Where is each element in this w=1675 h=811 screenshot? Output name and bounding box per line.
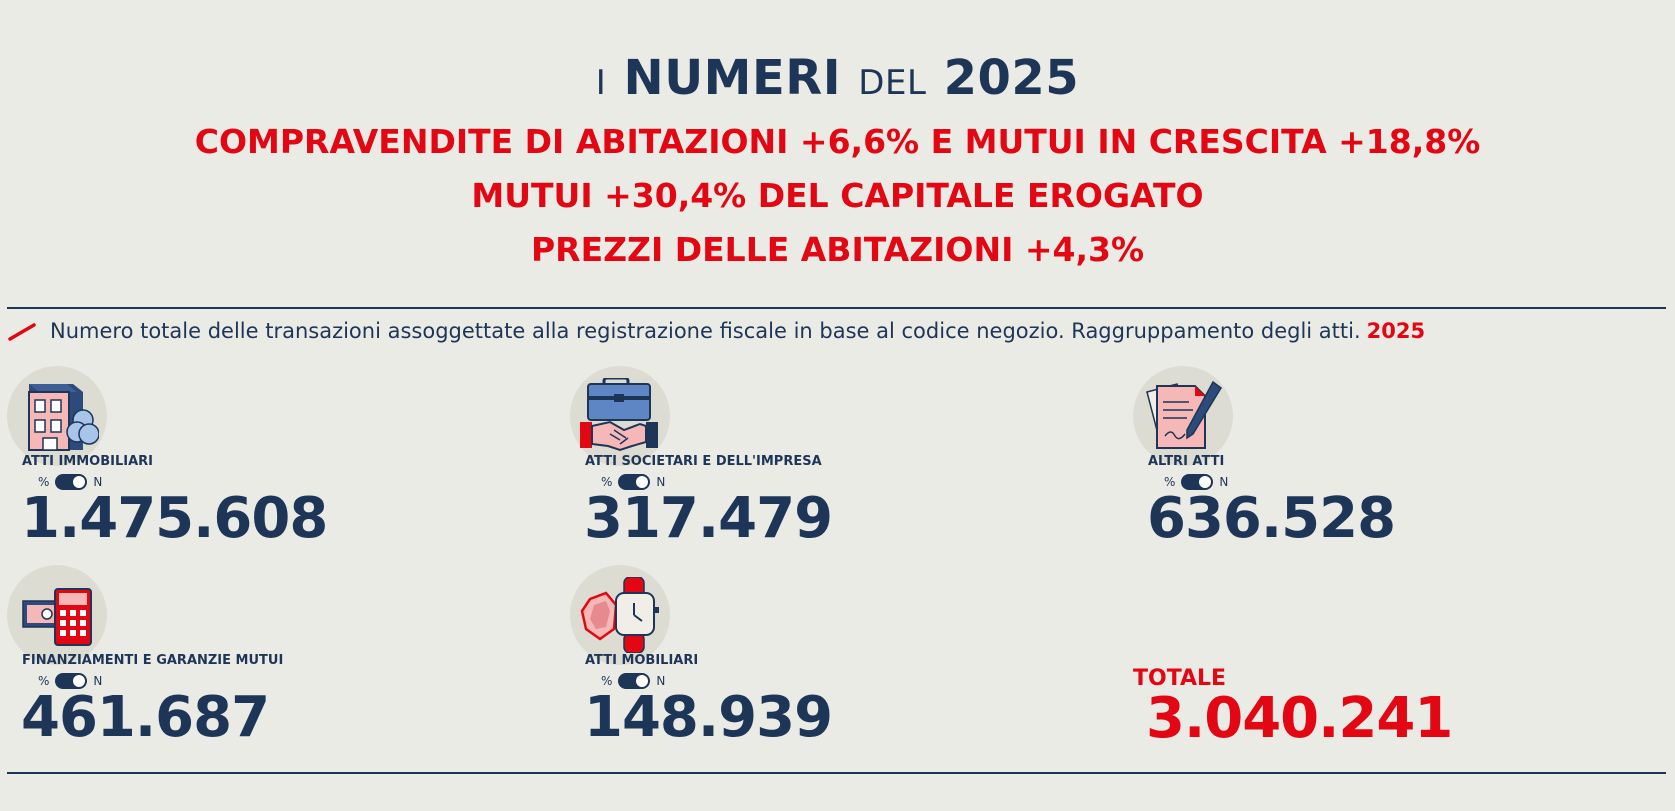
card-value: 461.687: [21, 685, 270, 750]
card-label: ATTI MOBILIARI: [585, 653, 699, 668]
toggle-knob: [636, 476, 649, 488]
card-value: 148.939: [584, 685, 833, 750]
section-description: Numero totale delle transazioni assogget…: [8, 318, 1425, 344]
toggle-left-label: %: [601, 475, 613, 489]
card-atti-mobiliari: ATTI MOBILIARI % N 148.939: [570, 565, 1090, 755]
toggle-knob: [73, 476, 86, 488]
toggle-switch[interactable]: [1181, 474, 1214, 490]
jewel-watch-icon: [580, 577, 659, 653]
toggle-left-label: %: [38, 475, 50, 489]
toggle-right-label: N: [93, 475, 103, 489]
toggle-knob: [1199, 476, 1212, 488]
description-year: 2025: [1366, 319, 1426, 343]
slash-icon: [8, 323, 36, 341]
toggle-right-label: N: [93, 674, 103, 688]
card-atti-societari: ATTI SOCIETARI E DELL'IMPRESA % N 317.47…: [570, 366, 1090, 556]
title-prefix: I: [595, 63, 607, 103]
card-finanziamenti: FINANZIAMENTI E GARANZIE MUTUI % N 461.6…: [7, 565, 527, 755]
card-value: 317.479: [584, 486, 833, 551]
top-divider: [7, 307, 1666, 309]
toggle-right-label: N: [656, 475, 666, 489]
toggle-right-label: N: [656, 674, 666, 688]
calculator-money-icon: [22, 588, 92, 646]
toggle-left-label: %: [38, 674, 50, 688]
document-pen-icon: [1146, 380, 1222, 449]
toggle-left-label: %: [1164, 475, 1176, 489]
title-main: NUMERI: [623, 50, 842, 106]
building-icon: [28, 384, 99, 451]
headline-sales: COMPRAVENDITE DI ABITAZIONI +6,6% E MUTU…: [194, 122, 1481, 161]
percent-count-toggle[interactable]: % N: [601, 474, 665, 490]
card-value: 636.528: [1147, 486, 1396, 551]
toggle-switch[interactable]: [55, 673, 88, 689]
percent-count-toggle[interactable]: % N: [38, 673, 102, 689]
title-mid: DEL: [858, 63, 927, 103]
card-value: 1.475.608: [21, 486, 328, 551]
icon-circle: [1133, 366, 1233, 466]
total-label: TOTALE: [1133, 666, 1227, 691]
headline-prices: PREZZI DELLE ABITAZIONI +4,3%: [530, 230, 1145, 269]
icon-circle: [570, 565, 670, 665]
card-label: ATTI SOCIETARI E DELL'IMPRESA: [585, 454, 822, 469]
card-label: ALTRI ATTI: [1148, 454, 1225, 469]
percent-count-toggle[interactable]: % N: [38, 474, 102, 490]
toggle-switch[interactable]: [618, 673, 651, 689]
icon-circle: [7, 565, 107, 665]
toggle-left-label: %: [601, 674, 613, 688]
handshake-briefcase-icon: [580, 378, 658, 452]
description-text: Numero totale delle transazioni assogget…: [50, 319, 1361, 343]
title-year: 2025: [943, 50, 1080, 106]
toggle-switch[interactable]: [55, 474, 88, 490]
icon-circle: [7, 366, 107, 466]
total-value: 3.040.241: [1146, 686, 1453, 751]
toggle-right-label: N: [1219, 475, 1229, 489]
card-label: ATTI IMMOBILIARI: [22, 454, 153, 469]
card-atti-immobiliari: ATTI IMMOBILIARI % N 1.475.608: [7, 366, 527, 556]
toggle-knob: [636, 675, 649, 687]
icon-circle: [570, 366, 670, 466]
percent-count-toggle[interactable]: % N: [601, 673, 665, 689]
toggle-knob: [73, 675, 86, 687]
headline-mortgages: MUTUI +30,4% DEL CAPITALE EROGATO: [471, 176, 1204, 215]
percent-count-toggle[interactable]: % N: [1164, 474, 1228, 490]
toggle-switch[interactable]: [618, 474, 651, 490]
card-altri-atti: ALTRI ATTI % N 636.528: [1133, 366, 1653, 556]
bottom-divider: [7, 772, 1666, 774]
card-label: FINANZIAMENTI E GARANZIE MUTUI: [22, 653, 284, 668]
page-title: I NUMERI DEL 2025: [0, 50, 1675, 106]
